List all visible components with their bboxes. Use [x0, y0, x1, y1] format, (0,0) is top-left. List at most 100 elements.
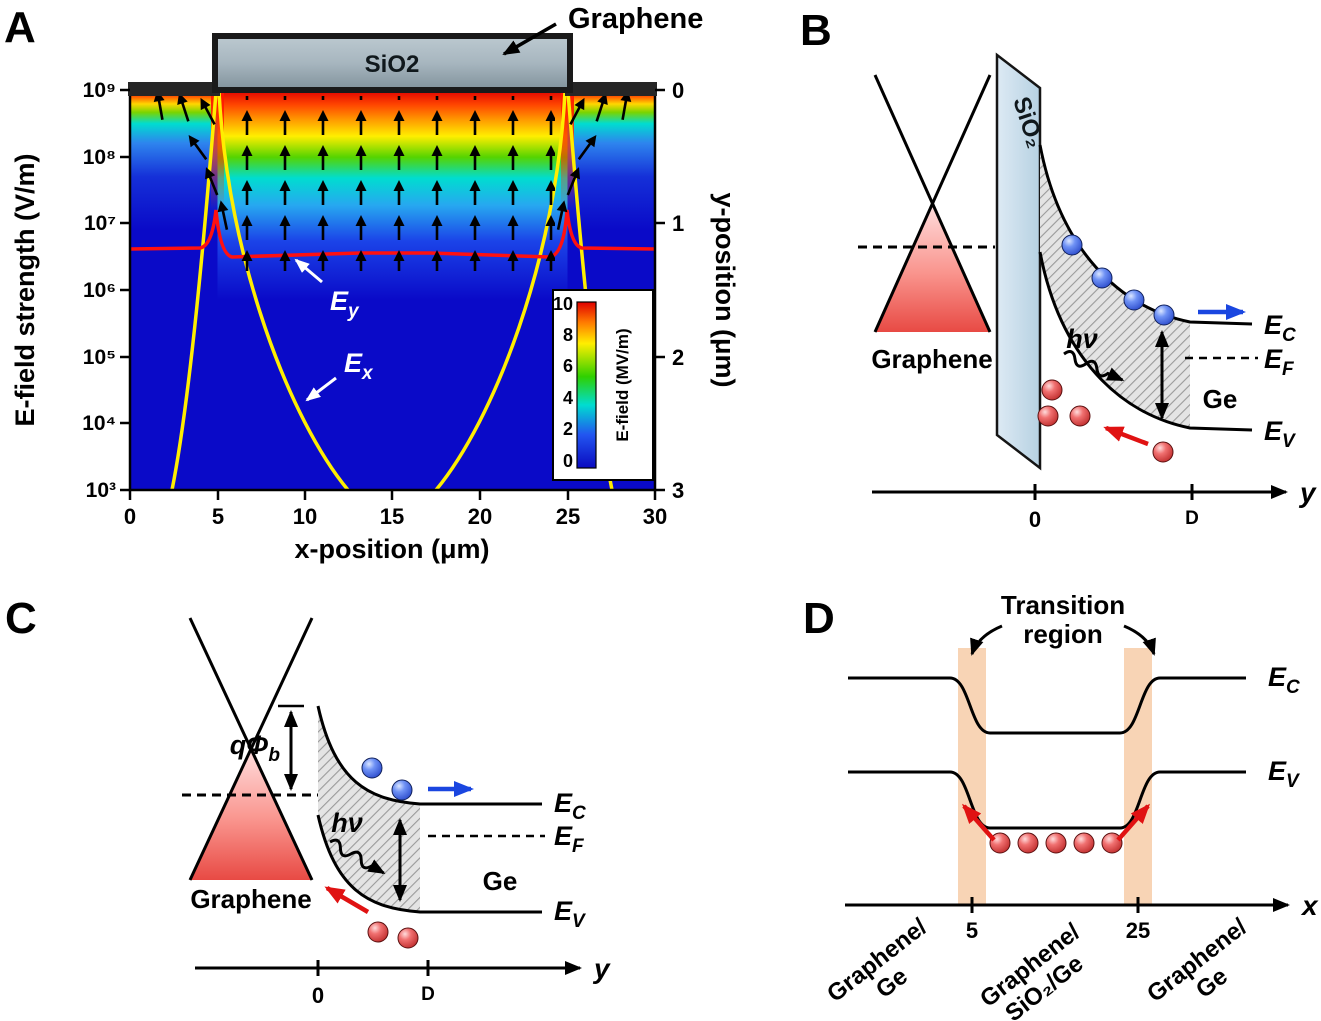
- x-tick-label: 20: [468, 504, 492, 529]
- tick-zero-label: 0: [312, 983, 324, 1008]
- ec-label: EC: [554, 788, 586, 824]
- axis-letter: x: [1300, 890, 1319, 921]
- ex-annotation: Ex: [305, 348, 374, 402]
- hole-sphere: [397, 927, 419, 949]
- valence-band-curve: [1038, 251, 1253, 432]
- graphene-label: Graphene: [871, 344, 992, 374]
- colorbar-tick: 8: [563, 325, 573, 345]
- sio2-mesa-label: SiO2: [365, 51, 420, 78]
- panel-c: C Graphene qΦb hν EC EF EV Ge 0 D y: [5, 594, 611, 1008]
- ex-curve: [170, 91, 218, 491]
- ef-label: EF: [1264, 344, 1295, 380]
- dirac-cone-fill: [190, 749, 312, 880]
- colorbar-title: E-field (MV/m): [613, 328, 632, 441]
- photon-arrow: [1063, 350, 1125, 382]
- photon-label: hν: [1066, 324, 1098, 354]
- hole-sphere: [1069, 405, 1091, 427]
- transition-arrow-right: [1123, 624, 1156, 656]
- x-axis: 0 5 10 15 20 25 30 x-position (μm): [124, 490, 667, 564]
- electron-sphere: [1123, 289, 1145, 311]
- electron-sphere: [391, 779, 413, 801]
- y-right-tick-label: 3: [672, 478, 684, 503]
- transition-label-line2: region: [1023, 619, 1102, 649]
- panel-a: A Ey Ex: [4, 3, 740, 564]
- colorbar-tick: 2: [563, 419, 573, 439]
- hole-sphere: [1037, 405, 1059, 427]
- ey-annotation: Ey: [294, 258, 360, 322]
- hole-sphere: [1152, 441, 1174, 463]
- region-label-left: Graphene/ Ge: [822, 913, 932, 1008]
- photon-label: hν: [331, 808, 363, 838]
- y-axis-left-ticks: [120, 88, 130, 492]
- ef-label: EF: [554, 821, 585, 857]
- y-left-tick-label: 10⁸: [83, 146, 116, 169]
- graphene-electrode-right: [565, 82, 657, 96]
- y-left-tick-label: 10⁹: [83, 79, 116, 102]
- dirac-cone: [188, 617, 314, 881]
- tick-5-label: 5: [966, 918, 978, 943]
- hole-flow-arrow: [324, 886, 370, 914]
- x-tick-label: 0: [124, 504, 136, 529]
- region-label-mid: Graphene/ SiO₂/Ge: [975, 918, 1088, 1021]
- y-axis-left-title: E-field strength (V/m): [10, 153, 40, 426]
- panel-a-label: A: [4, 3, 36, 52]
- tick-d-label: D: [1185, 508, 1199, 529]
- field-arrow-grid: [230, 96, 555, 271]
- hole-sphere: [1073, 832, 1095, 854]
- y-axis: 0 D y: [195, 953, 611, 1008]
- ex-curve: [434, 91, 567, 492]
- tick-25-label: 25: [1126, 918, 1150, 943]
- y-axis-right-ticks: [655, 88, 665, 492]
- hole-flow-arrow-right: [1116, 803, 1150, 842]
- electrons: [361, 757, 413, 801]
- ey-annotation-arrow: [294, 258, 323, 284]
- panel-d-label: D: [803, 594, 835, 643]
- colorbar-tick: 6: [563, 356, 573, 376]
- ge-label: Ge: [1203, 384, 1238, 414]
- valence-band-profile: [848, 770, 1246, 830]
- graphene-annotation-arrow: [502, 22, 557, 56]
- colorbar-tick: 10: [553, 294, 573, 314]
- x-axis: 5 25 x: [845, 890, 1319, 943]
- y-left-tick-label: 10⁶: [83, 279, 116, 302]
- transition-arrow-left: [970, 624, 1003, 656]
- axis-letter: y: [592, 953, 611, 984]
- colorbar-tick: 4: [563, 388, 573, 408]
- x-tick-label: 15: [380, 504, 404, 529]
- ec-label: EC: [1264, 310, 1296, 346]
- panel-b: B Graphene SiO₂ hν EC EF EV Ge 0 D y: [800, 6, 1317, 532]
- y-left-tick-label: 10⁷: [84, 212, 116, 235]
- ey-label: Ey: [330, 286, 360, 322]
- hole-sphere: [1017, 832, 1039, 854]
- ev-label: EV: [1264, 416, 1296, 452]
- holes: [367, 921, 419, 949]
- colorbar: 10 8 6 4 2 0 E-field (MV/m): [552, 289, 654, 481]
- x-axis-ticks: [128, 490, 657, 500]
- y-right-tick-label: 2: [672, 345, 684, 370]
- ex-annotation-arrow: [305, 376, 337, 402]
- device-stack: SiO2: [128, 33, 657, 96]
- axis-letter: y: [1298, 477, 1317, 508]
- dirac-cone-fill: [875, 203, 990, 332]
- electron-sphere: [1091, 267, 1113, 289]
- x-tick-label: 30: [643, 504, 667, 529]
- electron-sphere: [361, 757, 383, 779]
- transition-label-line1: Transition: [1001, 590, 1125, 620]
- dirac-cone: [873, 74, 992, 333]
- graphene-label: Graphene: [190, 884, 311, 914]
- ex-curve: [217, 91, 350, 492]
- y-axis-right: 0 1 2 3 y-position (μm): [655, 78, 740, 503]
- electron-sphere: [1153, 304, 1175, 326]
- hole-flow-arrow: [1103, 425, 1149, 447]
- valence-band-curve: [316, 814, 542, 914]
- sio2-slab: [995, 52, 1042, 471]
- x-tick-label: 25: [556, 504, 580, 529]
- ec-label: EC: [1268, 662, 1300, 698]
- graphene-annotation: Graphene: [502, 3, 703, 56]
- conduction-band-curve: [316, 705, 542, 806]
- graphene-annotation-label: Graphene: [568, 3, 703, 35]
- tick-d-label: D: [421, 984, 435, 1005]
- transition-annotation: Transition region: [970, 590, 1156, 656]
- panel-b-label: B: [800, 6, 832, 55]
